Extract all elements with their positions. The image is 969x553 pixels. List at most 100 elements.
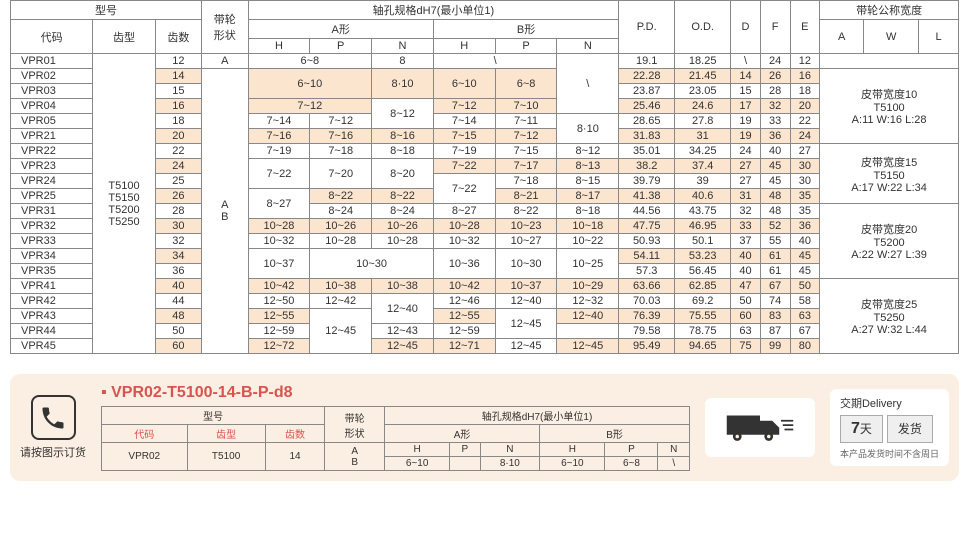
cell: 6~8 [248,54,372,69]
cell: 45 [760,174,790,189]
cell: VPR25 [11,189,93,204]
cell: 8~22 [372,189,434,204]
cell: 52 [760,219,790,234]
ot-typea: A形 [385,425,540,443]
cell: 35.01 [619,144,675,159]
cell: 37.4 [675,159,731,174]
cell: 61 [760,264,790,279]
cell: 40 [790,234,820,249]
cell: 8·10 [372,69,434,99]
ot-typeb: B形 [540,425,690,443]
cell: 7~18 [495,174,557,189]
cell: 10~32 [433,234,495,249]
cell: 18.25 [675,54,731,69]
cell: 8~16 [372,129,434,144]
cell: 6~10 [248,69,372,99]
hdr-od: O.D. [675,1,731,54]
cell: 40 [760,144,790,159]
shape-a: A [202,54,248,69]
ot-tooth: 齿型 [187,425,265,443]
cell: 10~38 [372,279,434,294]
cell: VPR04 [11,99,93,114]
cell: \ [557,54,619,114]
hdr-typea: A形 [248,20,433,39]
tooth-col: T5100 T5150 T5200 T5250 [93,54,155,354]
cell: 31 [675,129,731,144]
cell: 12~40 [557,309,619,324]
cell: 36 [790,219,820,234]
hdr-teeth: 齿数 [155,20,201,54]
cell: 46.95 [675,219,731,234]
cell: 8 [372,54,434,69]
cell: VPR42 [11,294,93,309]
cell: 48 [760,189,790,204]
cell: 10~26 [310,219,372,234]
ot-code: 代码 [102,425,188,443]
ot-bp-h: P [605,443,658,457]
cell: 35 [790,189,820,204]
cell: 38.2 [619,159,675,174]
cell: 74 [760,294,790,309]
cell: 7~16 [248,129,310,144]
hdr-tooth: 齿型 [93,20,155,54]
cell: 8~27 [433,204,495,219]
order-table: 型号 带轮 形状 轴孔规格dH7(最小单位1) 代码 齿型 齿数 A形 B形 V… [101,406,690,471]
phone-icon [31,395,76,440]
cell: 53.23 [675,249,731,264]
delivery-box: 交期Delivery 7天 发货 本产品发货时间不含周日 [830,389,949,466]
cell: 45 [790,264,820,279]
cell: 12~32 [557,294,619,309]
cell: 10~28 [433,219,495,234]
cell: 45 [760,159,790,174]
cell: 30 [790,174,820,189]
cell: 58 [790,294,820,309]
cell: 7~12 [433,99,495,114]
hdr-f: F [760,1,790,54]
hdr-ap: P [310,39,372,54]
cell: 37 [731,234,761,249]
cell: 87 [760,324,790,339]
cell: 22 [790,114,820,129]
cell: 10~30 [495,249,557,279]
cell: 12~42 [310,294,372,309]
cell: VPR35 [11,264,93,279]
cell: 40.6 [675,189,731,204]
cell: 50.1 [675,234,731,249]
cell: 10~26 [372,219,434,234]
cell: 40 [731,264,761,279]
cell: 12~40 [495,294,557,309]
cell: 24.6 [675,99,731,114]
cell: VPR34 [11,249,93,264]
ot-teeth: 齿数 [265,425,325,443]
cell: 8~12 [557,144,619,159]
cell: 10~30 [310,249,434,279]
cell: 7~11 [495,114,557,129]
cell: 24 [790,129,820,144]
cell: 67 [760,279,790,294]
delivery-note: 本产品发货时间不含周日 [840,447,939,460]
cell: 47 [731,279,761,294]
cell: VPR02 [11,69,93,84]
cell: VPR24 [11,174,93,189]
cell: 8~20 [372,159,434,189]
delivery-label: 交期Delivery [840,395,939,411]
cell: 32 [731,204,761,219]
cell: 10~28 [310,234,372,249]
cell: 8~18 [557,204,619,219]
cell: 50 [731,294,761,309]
cell: 12~50 [248,294,310,309]
hdr-a: A [820,20,864,54]
truck-icon [725,406,795,446]
cell: 7~19 [433,144,495,159]
cell: 80 [790,339,820,354]
hdr-an: N [372,39,434,54]
cell: 39.79 [619,174,675,189]
cell: 10~32 [248,234,310,249]
hdr-ah: H [248,39,310,54]
cell: 14 [155,69,201,84]
cell: 55 [760,234,790,249]
cell: 15 [155,84,201,99]
cell: 20 [155,129,201,144]
cell: 12~45 [372,339,434,354]
cell: 23.87 [619,84,675,99]
